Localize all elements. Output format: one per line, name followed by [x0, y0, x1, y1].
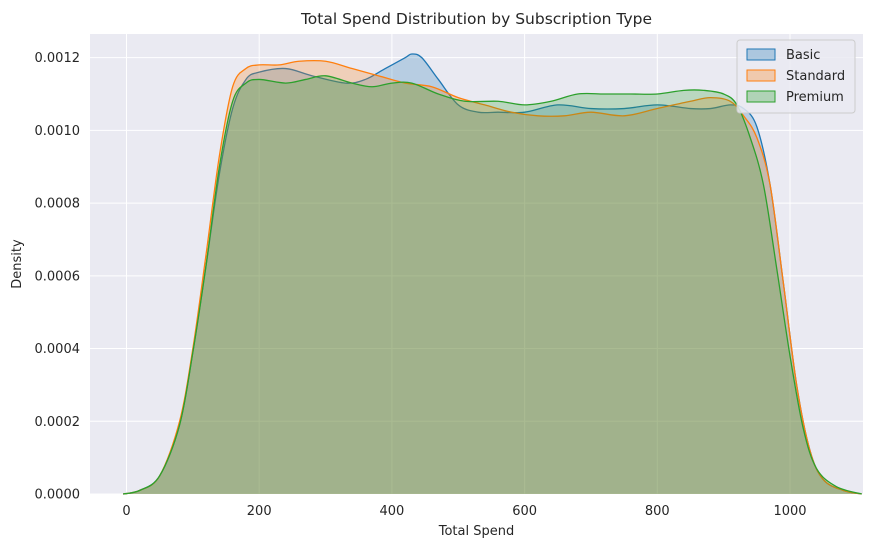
- y-tick-label: 0.0000: [35, 488, 81, 503]
- y-tick-label: 0.0012: [35, 51, 81, 66]
- y-tick-label: 0.0010: [35, 124, 81, 139]
- plot-background: [90, 34, 863, 494]
- area-fill-standard: [123, 60, 862, 495]
- area-fill-basic: [123, 53, 862, 494]
- x-tick-label: 0: [122, 504, 130, 519]
- y-tick-label: 0.0006: [35, 269, 81, 284]
- x-tick-label: 800: [645, 504, 670, 519]
- legend-label-standard: Standard: [786, 69, 845, 84]
- y-tick-label: 0.0008: [35, 197, 81, 212]
- legend-label-premium: Premium: [786, 90, 844, 105]
- density-line-standard: [123, 59, 862, 495]
- legend-label-basic: Basic: [786, 48, 820, 63]
- legend-swatch-basic: [746, 48, 776, 61]
- legend: Basic Standard Premium: [736, 39, 856, 114]
- y-tick-label: 0.0004: [35, 342, 81, 357]
- grid-lines: [90, 34, 863, 495]
- y-tick-label: 0.0002: [35, 415, 81, 430]
- y-axis-label: Density: [10, 239, 25, 289]
- density-areas: [123, 53, 862, 495]
- x-tick-label: 1000: [773, 504, 806, 519]
- area-fill-premium: [123, 75, 862, 494]
- x-axis-label: Total Spend: [438, 524, 515, 539]
- x-tick-label: 200: [247, 504, 272, 519]
- chart-title: Total Spend Distribution by Subscription…: [300, 10, 652, 28]
- y-axis-ticks: 0.0000 0.0002 0.0004 0.0006 0.0008 0.0010 0.00…: [35, 51, 81, 502]
- x-tick-label: 400: [379, 504, 404, 519]
- legend-swatch-premium: [746, 90, 776, 103]
- legend-box: [736, 39, 856, 114]
- x-tick-label: 600: [512, 504, 537, 519]
- x-axis-ticks: 0 200 400 600 800 1000: [122, 504, 806, 519]
- density-line-premium: [123, 75, 862, 495]
- legend-swatch-standard: [746, 69, 776, 82]
